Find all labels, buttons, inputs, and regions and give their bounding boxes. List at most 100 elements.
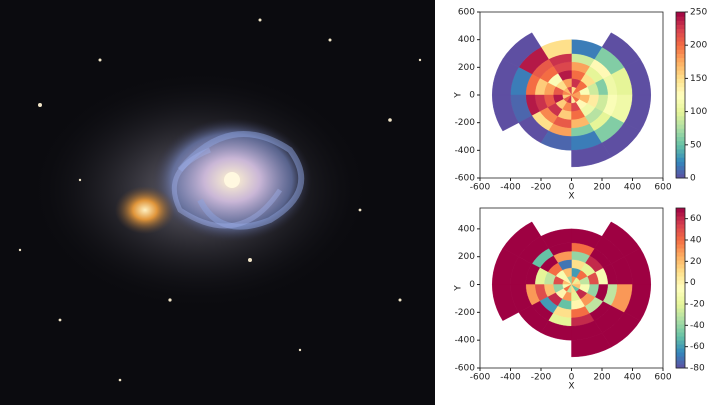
colorbar-tick-label: 40 — [690, 236, 702, 246]
colorbar-segment — [676, 28, 685, 34]
x-tick-label: 400 — [624, 183, 641, 193]
colorbar-segment — [676, 49, 685, 54]
chart-panel: -600 -400 -200 0 200 400 600-600-400-200020040… — [454, 8, 708, 202]
colorbar-tick-label: -60 — [690, 342, 705, 352]
y-tick-label: -400 — [455, 146, 476, 156]
heatmap-cell — [601, 32, 641, 68]
colorbar-segment — [676, 284, 685, 289]
colorbar-segment — [676, 95, 685, 100]
heatmap-cell — [601, 221, 641, 257]
y-tick-label: 400 — [458, 35, 475, 45]
colorbar-segment — [676, 74, 685, 79]
colorbar-segment — [676, 352, 685, 357]
x-tick-label: 0 — [569, 183, 575, 193]
colorbar-segment — [676, 328, 685, 333]
colorbar-segment — [676, 268, 685, 273]
colorbar-tick-label: 200 — [690, 41, 707, 51]
y-axis-label: Y — [454, 285, 464, 292]
y-tick-label: -200 — [455, 308, 476, 318]
colorbar-segment — [676, 103, 685, 108]
colorbar-segment — [676, 276, 685, 281]
colorbar-segment — [676, 153, 685, 158]
x-axis-label: X — [568, 382, 574, 392]
colorbar-segment — [676, 308, 685, 313]
colorbar-tick-label: 250 — [690, 8, 707, 18]
colorbar-tick-label: 150 — [690, 74, 707, 84]
y-tick-label: -200 — [455, 118, 476, 128]
colorbar-segment — [676, 240, 685, 245]
y-tick-label: 200 — [458, 63, 475, 73]
x-tick-label: 200 — [593, 373, 610, 383]
colorbar-segment — [676, 244, 685, 249]
colorbar-segment — [676, 45, 685, 50]
colorbar-segment — [676, 173, 685, 179]
colorbar-segment — [676, 300, 685, 305]
x-tick-label: -600 — [470, 373, 491, 383]
colorbar-tick-label: 50 — [690, 140, 702, 150]
x-tick-label: 600 — [654, 373, 671, 383]
colorbar-segment — [676, 157, 685, 162]
y-tick-label: 200 — [458, 252, 475, 262]
colorbar-segment — [676, 212, 685, 217]
chart-panel: -600 -400 -200 0 200 400 600-600-400-200020040… — [454, 207, 705, 392]
colorbar-segment — [676, 61, 685, 67]
x-tick-label: -200 — [531, 373, 552, 383]
colorbar-segment — [676, 356, 685, 361]
colorbar-segment — [676, 260, 685, 265]
colorbar-segment — [676, 119, 685, 125]
colorbar-segment — [676, 292, 685, 297]
colorbar-frame — [675, 207, 686, 369]
y-axis-label: Y — [454, 92, 464, 99]
colorbar-segment — [676, 70, 685, 75]
colorbar-segment — [676, 296, 685, 301]
x-tick-label: 400 — [624, 373, 641, 383]
y-tick-label: -600 — [455, 364, 476, 374]
colorbar-segment — [676, 65, 685, 71]
colorbar-segment — [676, 57, 685, 63]
colorbar-tick-label: 60 — [690, 214, 702, 224]
x-tick-label: -400 — [500, 373, 521, 383]
colorbar-segment — [676, 252, 685, 257]
colorbar-tick-label: 20 — [690, 257, 702, 267]
colorbar-segment — [676, 90, 685, 96]
colorbar-segment — [676, 232, 685, 237]
colorbar-segment — [676, 136, 685, 142]
colorbar-frame — [675, 11, 686, 179]
x-axis-label: X — [568, 192, 574, 202]
heatmap-cell — [491, 94, 519, 132]
colorbar-segment — [676, 208, 685, 213]
colorbar-segment — [676, 256, 685, 261]
colorbar-segment — [676, 272, 685, 277]
y-tick-label: 400 — [458, 224, 475, 234]
colorbar-segment — [676, 360, 685, 365]
colorbar-segment — [676, 86, 685, 92]
y-tick-label: -400 — [455, 336, 476, 346]
colorbar-segment — [676, 280, 685, 285]
colorbar-tick-label: 100 — [690, 107, 707, 117]
x-tick-label: -400 — [500, 183, 521, 193]
colorbar-segment — [676, 320, 685, 325]
y-tick-label: 0 — [469, 280, 475, 290]
colorbar-segment — [676, 115, 685, 121]
colorbar-segment — [676, 99, 685, 104]
colorbar-segment — [676, 161, 685, 167]
colorbar-segment — [676, 316, 685, 321]
colorbar-tick-label: -20 — [690, 300, 705, 310]
x-tick-label: 200 — [593, 183, 610, 193]
colorbar-segment — [676, 169, 685, 175]
colorbar-tick-label: -80 — [690, 364, 705, 374]
y-tick-label: 0 — [469, 91, 475, 101]
colorbar-segment — [676, 236, 685, 241]
colorbar-segment — [676, 312, 685, 317]
heatmap-cell — [624, 94, 652, 132]
colorbar-segment — [676, 144, 685, 150]
colorbar-segment — [676, 41, 685, 46]
colorbar-segment — [676, 165, 685, 171]
colorbar-segment — [676, 53, 685, 59]
colorbar-tick-label: -40 — [690, 321, 705, 331]
colorbar-segment — [676, 220, 685, 225]
colorbar-segment — [676, 12, 685, 17]
colorbar-segment — [676, 248, 685, 253]
